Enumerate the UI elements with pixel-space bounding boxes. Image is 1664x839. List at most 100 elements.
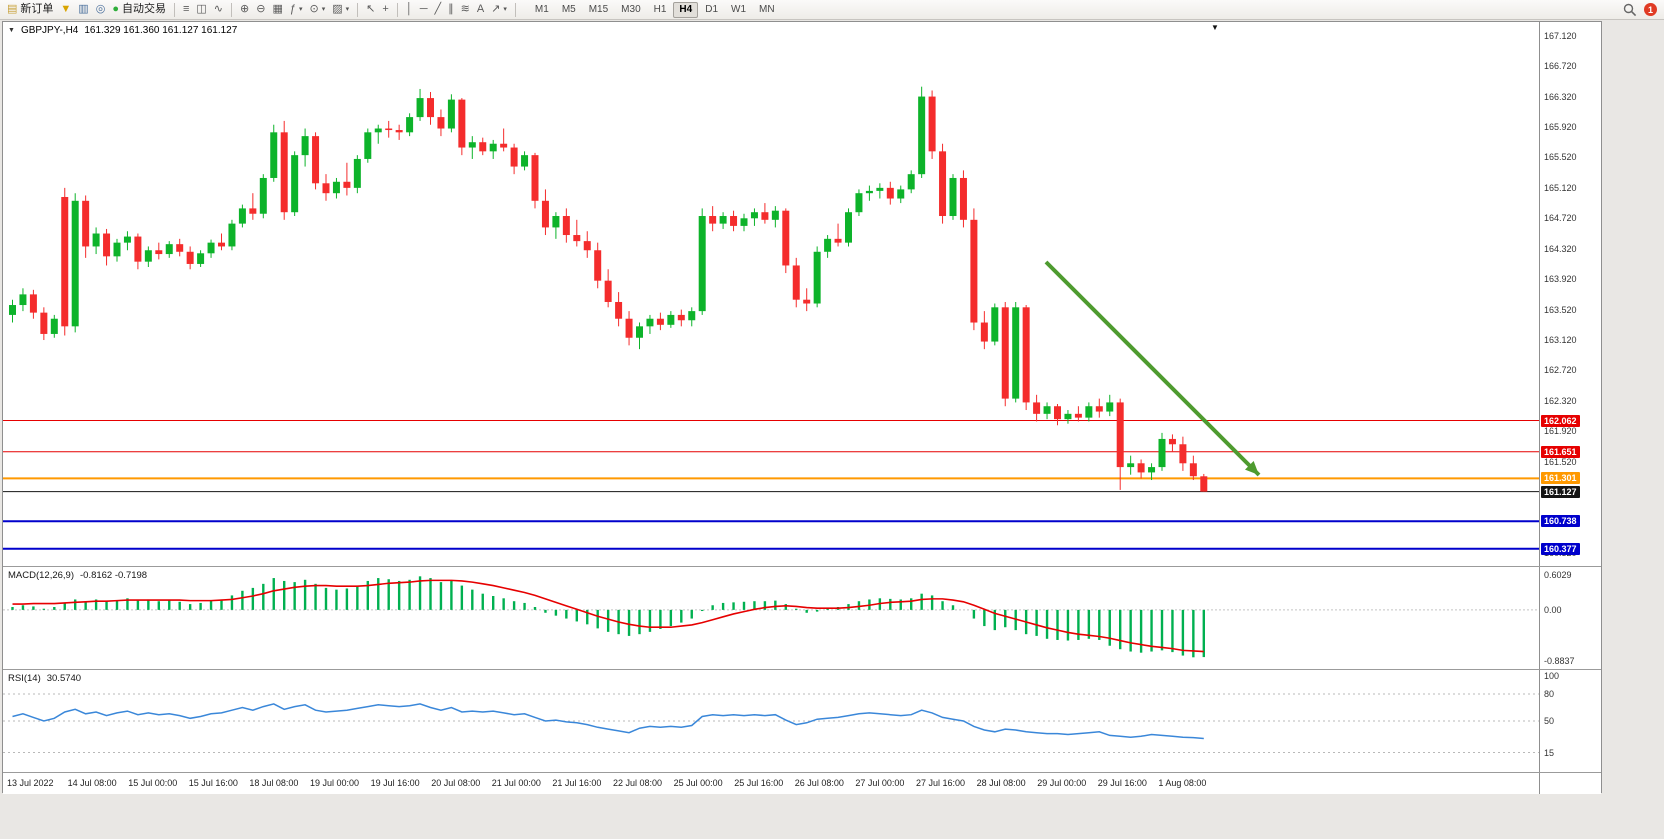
price-axis-label: 161.920 [1544, 426, 1577, 437]
dropdown-caret-icon: ▾ [298, 6, 303, 13]
time-axis-label: 21 Jul 00:00 [491, 778, 541, 788]
price-axis-label: 163.520 [1544, 304, 1577, 315]
price-axis-label: 162.720 [1544, 365, 1577, 376]
timeframe-d1[interactable]: D1 [705, 3, 719, 15]
indicators-icon: ƒ [289, 3, 296, 15]
price-tag: 160.738 [1541, 515, 1580, 528]
arrows-icon[interactable]: ↗ ▾ [488, 3, 510, 16]
chart-shift-marker-icon[interactable]: ▼ [1211, 23, 1219, 32]
chart-candles-icon[interactable]: ◫ [193, 3, 209, 16]
horizontal-line-icon: ─ [419, 3, 428, 15]
new-order-icon: ▤ [7, 3, 18, 15]
macd-axis-label: -0.8837 [1544, 656, 1575, 666]
rsi-chart[interactable] [3, 670, 1539, 772]
market-watch-icon[interactable]: ▥ [75, 3, 91, 16]
time-axis-label: 25 Jul 16:00 [734, 778, 784, 788]
time-axis-label: 22 Jul 08:00 [613, 778, 663, 788]
timeframe-h1[interactable]: H1 [653, 3, 667, 15]
pane-separator[interactable] [3, 669, 1601, 670]
periods-icon[interactable]: ⊙ ▾ [307, 3, 329, 16]
dropdown-caret-icon: ▾ [321, 6, 326, 13]
price-tag: 162.062 [1541, 414, 1580, 427]
pane-separator[interactable] [3, 772, 1601, 773]
rsi-label-row: RSI(14) 30.5740 [8, 673, 81, 684]
timeframe-m30[interactable]: M30 [621, 3, 641, 15]
time-axis-label: 29 Jul 16:00 [1097, 778, 1147, 788]
price-axis-label: 165.920 [1544, 121, 1577, 132]
timeframe-w1[interactable]: W1 [731, 3, 747, 15]
crosshair-icon[interactable]: + [379, 3, 391, 16]
time-axis-label: 15 Jul 16:00 [188, 778, 238, 788]
rsi-axis-label: 15 [1544, 747, 1555, 758]
symbols-icon[interactable]: ▼ [57, 3, 74, 16]
horizontal-line-icon[interactable]: ─ [417, 3, 431, 16]
price-axis-label: 163.920 [1544, 274, 1577, 285]
auto-trading-icon: ● [112, 3, 119, 15]
timeframe-m5[interactable]: M5 [561, 3, 576, 15]
notification-badge[interactable]: 1 [1644, 3, 1657, 16]
timeframe-m1[interactable]: M1 [534, 3, 549, 15]
chart-line-icon: ∿ [213, 3, 224, 15]
search-icon[interactable] [1623, 3, 1637, 17]
timeframe-h4[interactable]: H4 [673, 1, 699, 18]
zoom-in-icon: ⊕ [240, 3, 250, 15]
price-tag: 161.301 [1541, 472, 1580, 485]
trendline-icon: ╱ [434, 3, 442, 15]
chart-line-icon[interactable]: ∿ [211, 3, 226, 16]
zoom-in-icon[interactable]: ⊕ [237, 3, 252, 16]
macd-title: MACD(12,26,9) [8, 570, 74, 581]
auto-trading-button[interactable]: ● 自动交易 [109, 3, 169, 16]
rsi-pane[interactable]: RSI(14) 30.5740 [3, 670, 1539, 772]
top-toolbar: ▤ 新订单 ▼ ▥ ◎ ● 自动交易 ≡ ◫ ∿ ⊕ ⊖ ▦ ƒ ▾ ⊙ ▾ ▨ ▾ ↖ + │ ─ ╱ ∥ ≋ A ↗ ▾ M1 M5 M… [0, 0, 1664, 20]
macd-pane[interactable]: MACD(12,26,9) -0.8162 -0.7198 [3, 567, 1539, 669]
channel-icon[interactable]: ∥ [445, 3, 457, 16]
cursor-icon[interactable]: ↖ [363, 3, 378, 16]
toolbar-separator [173, 2, 175, 17]
tile-windows-icon[interactable]: ▦ [269, 3, 285, 16]
chart-bars-icon[interactable]: ≡ [180, 3, 192, 16]
rsi-title: RSI(14) [8, 673, 41, 684]
price-axis-label: 166.320 [1544, 91, 1577, 102]
new-order-button[interactable]: ▤ 新订单 [4, 3, 56, 16]
data-window-icon: ◎ [95, 3, 106, 15]
timeframe-mn[interactable]: MN [759, 3, 775, 15]
channel-icon: ∥ [448, 3, 454, 15]
macd-chart[interactable] [3, 567, 1539, 669]
trendline-icon[interactable]: ╱ [431, 3, 444, 16]
data-window-icon[interactable]: ◎ [93, 3, 109, 16]
zoom-out-icon[interactable]: ⊖ [253, 3, 268, 16]
pane-separator[interactable] [3, 566, 1601, 567]
rsi-axis-label: 100 [1544, 671, 1560, 681]
time-axis-label: 19 Jul 00:00 [310, 778, 360, 788]
symbol-label: GBPJPY-,H4 [20, 25, 79, 36]
timeframe-toolbar: M1 M5 M15 M30 H1 H4 D1 W1 MN [529, 1, 781, 18]
macd-axis-label: 0.6029 [1544, 570, 1572, 580]
collapse-triangle-icon[interactable]: ▼ [8, 27, 15, 34]
time-axis[interactable]: 13 Jul 2022 14 Jul 08:00 15 Jul 00:00 15 Ju… [3, 773, 1539, 794]
toolbar-separator [396, 2, 398, 17]
vertical-line-icon[interactable]: │ [403, 3, 416, 16]
time-axis-label: 20 Jul 08:00 [431, 778, 481, 788]
price-tag: 161.651 [1541, 445, 1580, 458]
macd-label-row: MACD(12,26,9) -0.8162 -0.7198 [8, 570, 147, 581]
text-icon[interactable]: A [474, 3, 487, 16]
new-order-button-label: 新订单 [20, 3, 54, 15]
price-axis-label: 166.720 [1544, 61, 1577, 72]
toolbar-separator [357, 2, 359, 17]
macd-axis-label: 0.00 [1544, 604, 1562, 615]
vertical-line-icon: │ [405, 3, 413, 15]
price-axis[interactable]: 167.120 166.720 166.320 165.920 165.520 165.1… [1539, 22, 1601, 794]
fibonacci-icon[interactable]: ≋ [458, 3, 473, 16]
price-axis-label: 165.520 [1544, 152, 1577, 163]
ohlc-values: 161.329 161.360 161.127 161.127 [84, 25, 238, 36]
price-axis-label: 164.320 [1544, 243, 1577, 254]
indicators-icon[interactable]: ƒ ▾ [287, 3, 306, 16]
price-axis-label: 167.120 [1544, 30, 1577, 41]
price-axis-label: 165.120 [1544, 182, 1577, 193]
price-chart-pane[interactable]: ▼ GBPJPY-,H4 161.329 161.360 161.127 161… [3, 22, 1539, 566]
candlestick-chart[interactable] [3, 22, 1539, 566]
timeframe-m15[interactable]: M15 [588, 3, 609, 15]
symbols-icon: ▼ [60, 3, 72, 15]
time-axis-label: 28 Jul 08:00 [976, 778, 1026, 788]
templates-icon[interactable]: ▨ ▾ [329, 3, 352, 16]
